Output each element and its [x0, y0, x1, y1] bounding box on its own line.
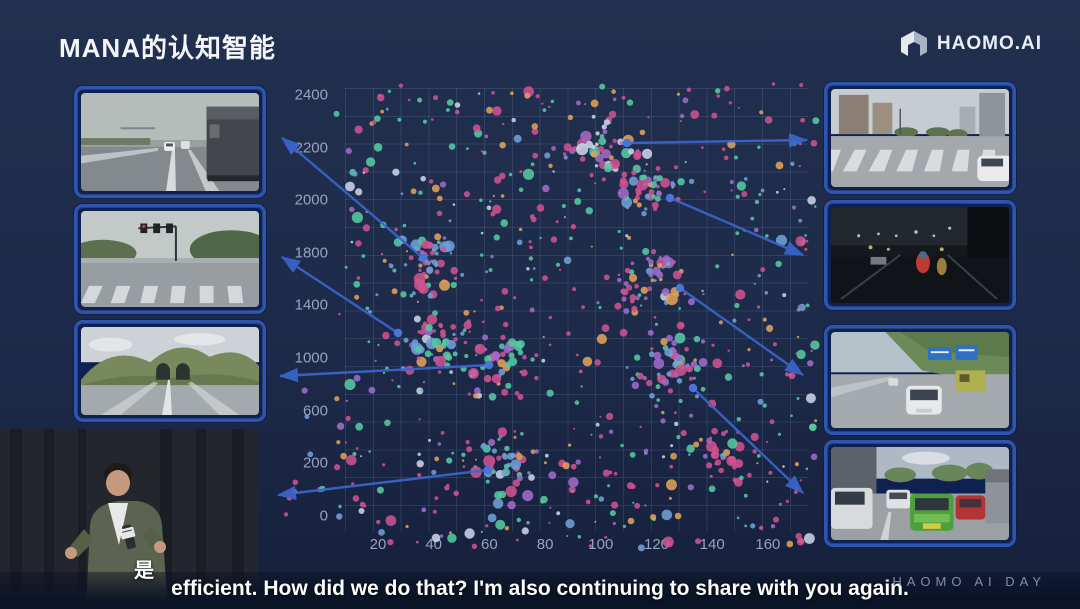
- x-tick-label: 40: [425, 536, 443, 553]
- y-tick-label: 600: [302, 402, 328, 420]
- x-tick-label: 140: [699, 536, 725, 553]
- intersection-trafficlight-scene: [81, 211, 259, 307]
- y-tick-label: 2000: [294, 191, 328, 209]
- x-tick-label: 120: [643, 536, 670, 553]
- city-intersection-scene: [831, 89, 1009, 187]
- x-tick-label: 80: [536, 536, 554, 553]
- haomo-ai-day-watermark: HAOMO AI DAY: [892, 574, 1046, 589]
- y-tick-label: 1800: [294, 244, 328, 262]
- y-tick-label: 0: [319, 507, 328, 525]
- highway-signs-scene: [831, 332, 1009, 428]
- x-tick-label: 20: [369, 536, 387, 553]
- road-image-night-street: [824, 200, 1016, 310]
- road-image-highway-truck: [74, 86, 266, 198]
- scatter-plot-grid: [345, 88, 808, 532]
- night-street-scene: [831, 207, 1009, 303]
- subtitle-chinese: 是: [134, 560, 154, 582]
- road-image-traffic-jam: [824, 440, 1016, 547]
- subtitle-band: [0, 572, 1080, 609]
- x-tick-label: 100: [588, 536, 614, 553]
- road-image-highway-signs: [824, 325, 1016, 435]
- x-tick-label: 60: [481, 536, 498, 553]
- road-image-city-intersection: [824, 82, 1016, 194]
- haomo-logo-text: HAOMO.AI: [936, 32, 1042, 54]
- mountain-tunnel-scene: [81, 327, 259, 415]
- y-tick-label: 1000: [294, 349, 328, 367]
- subtitle-english: efficient. How did we do that? I'm also …: [171, 577, 909, 600]
- road-image-intersection-trafficlight: [74, 204, 266, 314]
- page-title: MANA的认知智能: [59, 33, 276, 63]
- highway-truck-scene: [81, 93, 259, 191]
- road-image-mountain-tunnel: [74, 320, 266, 422]
- traffic-jam-scene: [831, 447, 1009, 540]
- y-tick-label: 2400: [294, 86, 328, 104]
- y-tick-label: 200: [302, 454, 328, 472]
- x-tick-label: 160: [755, 536, 781, 553]
- haomo-logo-icon: [900, 31, 927, 56]
- haomo-logo: HAOMO.AI: [900, 30, 1042, 57]
- y-tick-label: 2200: [294, 139, 328, 157]
- y-tick-label: 1400: [294, 296, 328, 314]
